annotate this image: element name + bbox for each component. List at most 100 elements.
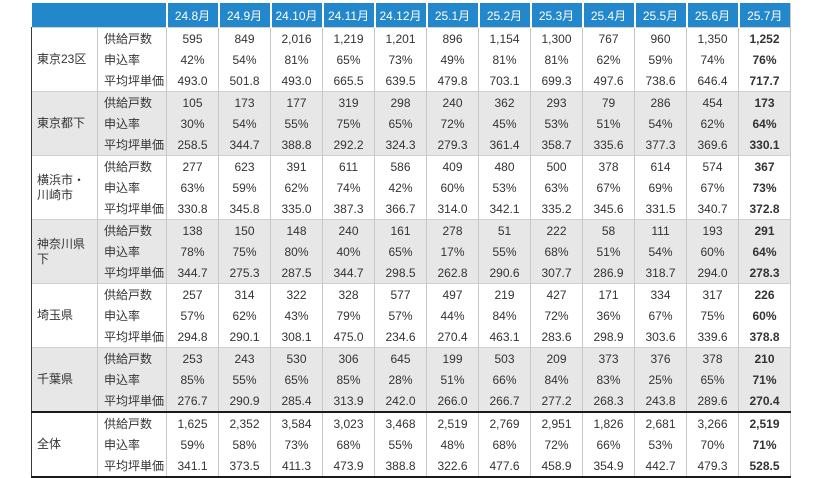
value-cell: 279.3 — [426, 134, 479, 156]
value-cell: 896 — [426, 27, 479, 49]
table-row: 東京23区 供給戸数 595 849 2,016 1,219 1,201 896 1,154 1,… — [31, 27, 792, 92]
value-cell: 344.7 — [166, 262, 219, 284]
value-cell: 354.9 — [582, 455, 635, 477]
value-cell: 240 — [322, 219, 375, 241]
value-cell: 639.5 — [374, 70, 427, 92]
value-cell: 623 — [218, 155, 271, 177]
value-cell: 51 — [478, 219, 531, 241]
value-cell: 314 — [218, 283, 271, 305]
table-corner-cell — [31, 3, 168, 28]
value-cell: 319 — [322, 91, 375, 113]
month-header: 25.2月 — [478, 3, 532, 28]
metric-label-cell: 供給戸数 — [96, 283, 167, 305]
value-cell: 614 — [634, 155, 687, 177]
value-cell: 53% — [478, 177, 531, 198]
value-cell: 479.8 — [426, 70, 479, 92]
value-cell: 493.0 — [270, 70, 323, 92]
value-cell: 528.5 — [738, 455, 792, 477]
value-cell: 595 — [166, 27, 219, 49]
table-row: 平均坪単価 294.8 290.1 308.1 475.0 234.6 270.4 463.1… — [32, 326, 792, 348]
value-cell: 387.3 — [322, 198, 375, 220]
value-cell: 530 — [270, 347, 323, 369]
value-cell: 480 — [478, 155, 531, 177]
value-cell: 79% — [322, 305, 375, 326]
value-cell: 328 — [322, 283, 375, 305]
value-cell: 84% — [530, 369, 583, 390]
value-cell: 72% — [530, 434, 583, 455]
value-cell: 645 — [374, 347, 427, 369]
table-row: 埼玉県 供給戸数 257 314 322 328 577 497 219 427 171 334 317… — [31, 283, 792, 348]
value-cell: 270.4 — [426, 326, 479, 348]
value-cell: 67% — [582, 177, 635, 198]
value-cell: 283.6 — [530, 326, 583, 348]
metric-label-cell: 平均坪単価 — [96, 134, 167, 156]
value-cell: 3,023 — [322, 411, 375, 434]
value-cell: 287.5 — [270, 262, 323, 284]
value-cell: 339.6 — [686, 326, 739, 348]
value-cell: 291 — [738, 219, 792, 241]
value-cell: 171 — [582, 283, 635, 305]
value-cell: 45% — [478, 113, 531, 134]
value-cell: 345.6 — [582, 198, 635, 220]
value-cell: 497 — [426, 283, 479, 305]
value-cell: 51% — [426, 369, 479, 390]
value-cell: 298 — [374, 91, 427, 113]
value-cell: 57% — [374, 305, 427, 326]
value-cell: 74% — [322, 177, 375, 198]
value-cell: 322.6 — [426, 455, 479, 477]
value-cell: 25% — [634, 369, 687, 390]
value-cell: 1,252 — [738, 27, 792, 49]
value-cell: 57% — [166, 305, 219, 326]
table-row: 全体 供給戸数 1,625 2,352 3,584 3,023 3,468 2,519 2,76… — [31, 411, 792, 477]
value-cell: 81% — [530, 49, 583, 70]
value-cell: 84% — [478, 305, 531, 326]
region-label-cell: 神奈川県下 — [31, 219, 98, 284]
value-cell: 276.7 — [166, 390, 219, 412]
value-cell: 503 — [478, 347, 531, 369]
value-cell: 55% — [218, 369, 271, 390]
value-cell: 266.7 — [478, 390, 531, 412]
value-cell: 210 — [738, 347, 792, 369]
value-cell: 75% — [686, 305, 739, 326]
table-row: 申込率 30% 54% 55% 75% 65% 72% 45% 53% 51% 54% 62% 64% — [32, 113, 792, 134]
value-cell: 66% — [478, 369, 531, 390]
value-cell: 81% — [478, 49, 531, 70]
value-cell: 54% — [218, 49, 271, 70]
value-cell: 341.1 — [166, 455, 219, 477]
value-cell: 2,352 — [218, 411, 271, 434]
value-cell: 293 — [530, 91, 583, 113]
value-cell: 278 — [426, 219, 479, 241]
value-cell: 378.8 — [738, 326, 792, 348]
value-cell: 501.8 — [218, 70, 271, 92]
table-row: 平均坪単価 330.8 345.8 335.0 387.3 366.7 314.0 342.1… — [32, 198, 792, 220]
month-header: 25.5月 — [634, 3, 688, 28]
table-row: 申込率 59% 58% 73% 68% 55% 48% 68% 72% 66% 53% 70% 71% — [32, 434, 792, 455]
value-cell: 222 — [530, 219, 583, 241]
value-cell: 317 — [686, 283, 739, 305]
value-cell: 427 — [530, 283, 583, 305]
month-header: 24.12月 — [374, 3, 428, 28]
value-cell: 242.0 — [374, 390, 427, 412]
table-row: 申込率 63% 59% 62% 74% 42% 60% 53% 63% 67% 69% 67% 73% — [32, 177, 792, 198]
value-cell: 275.3 — [218, 262, 271, 284]
value-cell: 717.7 — [738, 70, 792, 92]
value-cell: 665.5 — [322, 70, 375, 92]
value-cell: 409 — [426, 155, 479, 177]
value-cell: 62% — [582, 49, 635, 70]
value-cell: 473.9 — [322, 455, 375, 477]
value-cell: 2,681 — [634, 411, 687, 434]
metric-label-cell: 申込率 — [96, 434, 167, 455]
value-cell: 475.0 — [322, 326, 375, 348]
value-cell: 303.6 — [634, 326, 687, 348]
value-cell: 266.0 — [426, 390, 479, 412]
value-cell: 243.8 — [634, 390, 687, 412]
value-cell: 463.1 — [478, 326, 531, 348]
value-cell: 85% — [166, 369, 219, 390]
value-cell: 318.7 — [634, 262, 687, 284]
value-cell: 646.4 — [686, 70, 739, 92]
value-cell: 277.2 — [530, 390, 583, 412]
value-cell: 703.1 — [478, 70, 531, 92]
table-row: 平均坪単価 276.7 290.9 285.4 313.9 242.0 266.0 266.7… — [32, 390, 792, 412]
value-cell: 377.3 — [634, 134, 687, 156]
value-cell: 64% — [738, 113, 792, 134]
